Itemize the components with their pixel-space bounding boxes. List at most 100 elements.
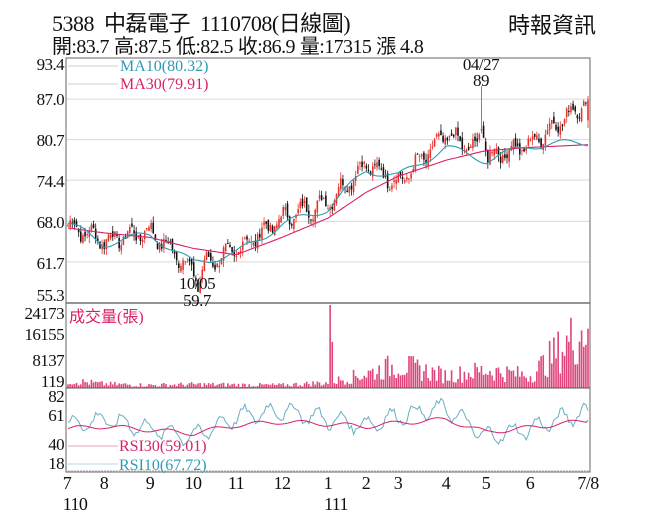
candle-up xyxy=(548,123,551,131)
rsi-tick: 82 xyxy=(48,387,64,406)
candle-down xyxy=(71,222,74,224)
volume-bar xyxy=(69,383,71,388)
volume-bar xyxy=(506,366,508,388)
candle-down xyxy=(231,247,233,252)
candle-up xyxy=(284,207,287,211)
volume-bar xyxy=(346,382,348,388)
candle-down xyxy=(423,152,425,160)
candle-down xyxy=(265,221,267,224)
volume-bar xyxy=(457,379,459,388)
candle-down xyxy=(442,135,444,142)
candle-down xyxy=(504,154,506,158)
candle-down xyxy=(499,156,502,163)
candle-down xyxy=(578,117,581,119)
volume-bar xyxy=(154,384,157,388)
volume-bar xyxy=(158,386,161,388)
candle-down xyxy=(361,161,363,168)
volume-bar xyxy=(478,372,481,388)
volume-bar xyxy=(440,368,442,388)
candle-up xyxy=(263,222,265,226)
volume-bar xyxy=(514,376,517,388)
candle-up xyxy=(580,108,583,122)
candle-up xyxy=(508,148,510,162)
volume-bar xyxy=(344,384,346,388)
volume-bar xyxy=(222,382,225,388)
volume-bar xyxy=(188,383,191,388)
candle-up xyxy=(252,242,255,246)
volume-bar xyxy=(233,383,236,388)
candle-down xyxy=(195,277,197,281)
candle-down xyxy=(308,210,310,218)
volume-bar xyxy=(299,385,302,388)
volume-bar xyxy=(101,381,103,388)
candle-down xyxy=(271,226,274,233)
candle-down xyxy=(331,206,334,210)
volume-bar xyxy=(487,374,489,388)
stock-code: 5388 xyxy=(52,11,95,36)
volume-bar xyxy=(546,377,549,388)
rsi-tick: 61 xyxy=(48,406,64,425)
volume-bar xyxy=(284,386,287,388)
volume-bar xyxy=(423,371,425,388)
rsi10-legend: RSI10(67.72) xyxy=(119,457,207,474)
volume-bar xyxy=(399,375,402,388)
volume-bar xyxy=(527,381,530,388)
ma10-line xyxy=(67,139,589,264)
candle-down xyxy=(77,228,80,233)
candle-down xyxy=(384,175,387,177)
volume-bar xyxy=(75,382,78,388)
volume-bar xyxy=(389,376,391,388)
candle-up xyxy=(525,148,527,151)
candle-down xyxy=(519,143,521,155)
candle-down xyxy=(118,237,120,249)
ma30-legend: MA30(79.91) xyxy=(120,76,208,93)
low-value: 低:82.5 xyxy=(175,36,234,58)
candle-up xyxy=(143,231,146,240)
candle-down xyxy=(133,230,135,235)
volume-bar xyxy=(280,384,282,388)
candle-up xyxy=(521,149,523,151)
candle-down xyxy=(167,242,169,244)
candle-up xyxy=(269,225,272,232)
candle-up xyxy=(393,180,395,183)
volume-bar xyxy=(109,381,112,388)
price-tick: 80.7 xyxy=(37,131,65,150)
volume-bar xyxy=(269,384,272,388)
volume-tick: 24173 xyxy=(24,304,64,323)
month-tick: 4 xyxy=(442,473,451,493)
volume-bar xyxy=(244,383,246,388)
volume-bar xyxy=(84,381,86,388)
candle-up xyxy=(389,189,391,191)
candle-down xyxy=(401,177,404,179)
volume-bar xyxy=(229,385,231,388)
candle-down xyxy=(446,137,449,141)
candle-down xyxy=(288,216,291,225)
volume-bar xyxy=(408,355,410,388)
candle-up xyxy=(563,119,566,125)
volume-bar xyxy=(224,386,227,388)
candle-down xyxy=(325,195,327,207)
volume-bar xyxy=(499,373,502,388)
candle-up xyxy=(544,134,547,146)
volume-bar xyxy=(540,356,542,388)
chart-date-type: 1110708(日線圖) xyxy=(200,11,351,36)
candle-down xyxy=(84,231,86,237)
volume-bar xyxy=(282,383,285,388)
candle-down xyxy=(574,106,577,112)
volume-bar xyxy=(288,385,291,388)
candle-up xyxy=(337,187,340,197)
candle-up xyxy=(435,134,438,137)
volume-bar xyxy=(218,383,221,388)
candle-up xyxy=(448,135,451,138)
candle-up xyxy=(150,222,152,229)
candle-up xyxy=(491,151,493,154)
volume-bar xyxy=(308,384,310,388)
candle-down xyxy=(116,234,118,237)
volume-bar xyxy=(431,367,434,388)
candle-up xyxy=(512,139,515,150)
candle-down xyxy=(246,236,248,240)
volume-bar xyxy=(97,382,99,388)
candle-down xyxy=(233,250,236,256)
volume-bar xyxy=(133,386,135,388)
